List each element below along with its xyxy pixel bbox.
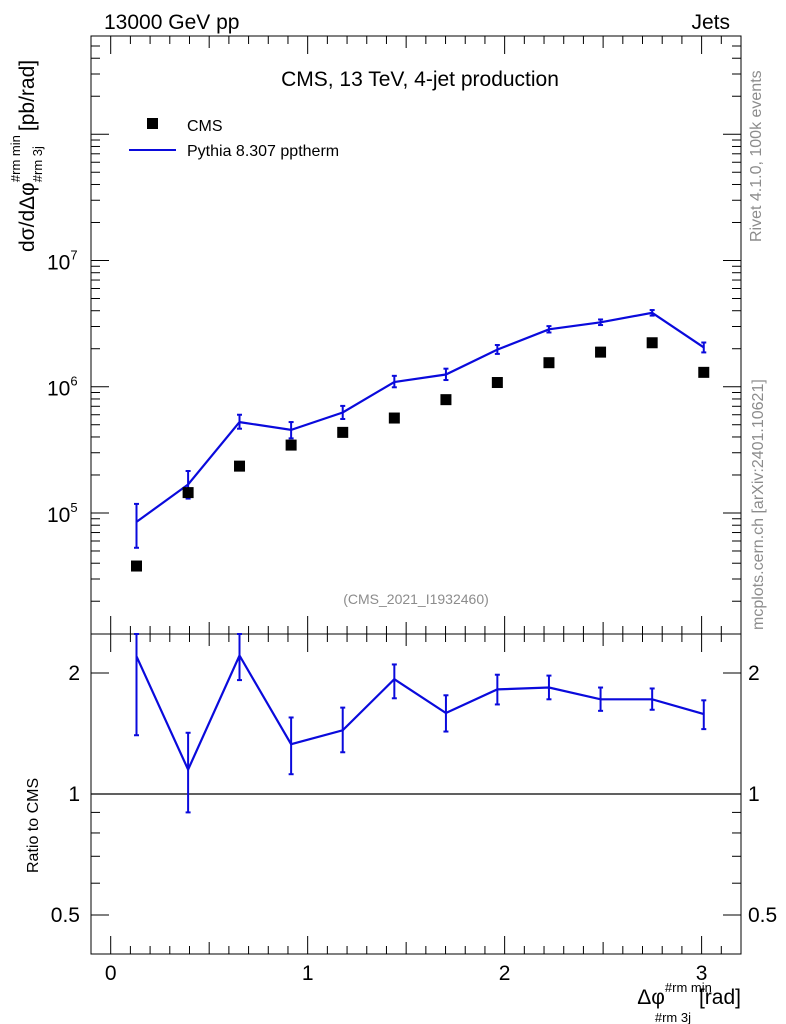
legend-cms-label: CMS	[187, 118, 223, 135]
cms-data-point	[131, 560, 142, 572]
cms-data-point	[234, 460, 246, 472]
pythia-line	[135, 311, 705, 523]
x-tick-label: 3	[696, 962, 708, 985]
main-y-tick-mantissa: 10	[47, 378, 70, 401]
ratio-line	[135, 653, 705, 773]
cms-data-point	[491, 377, 503, 389]
x-tick-label: 0	[105, 962, 117, 985]
main-y-axis-title-unit: [pb/rad]	[16, 60, 39, 131]
main-y-tick-label: 107	[47, 247, 78, 274]
cms-data-point	[543, 357, 555, 369]
x-tick-label: 2	[499, 962, 511, 985]
main-y-tick-exponent: 5	[70, 500, 77, 515]
ratio-y-tick-label-right: 0.5	[748, 904, 777, 927]
cms-data-point	[440, 394, 452, 406]
ratio-series-layer	[91, 633, 741, 814]
main-y-axis-title-sub: #rm 3j	[30, 146, 45, 182]
chart-title: CMS, 13 TeV, 4-jet production	[281, 68, 559, 91]
main-y-tick-label: 105	[47, 500, 78, 527]
main-series-layer	[131, 309, 710, 572]
cms-data-point	[182, 487, 194, 499]
header-right: Jets	[691, 11, 730, 34]
x-axis-title-unit: [rad]	[699, 986, 741, 1009]
cms-data-point	[337, 426, 349, 438]
ratio-panel: 0.5 0.5 1 1 2 2 0 1 2 3 Ratio to CMS Δφ#rm min #rm…	[25, 633, 777, 1024]
main-y-axis-title-main: dσ/dΔφ	[16, 182, 39, 252]
x-tick-label: 1	[302, 962, 314, 985]
ratio-tick-labels: 0.5 0.5 1 1 2 2 0 1 2 3	[51, 662, 777, 985]
x-axis-title-sup: #rm min	[665, 980, 712, 995]
side-label-bottom: mcplots.cern.ch [arXiv:2401.10621]	[750, 379, 767, 630]
cms-data-point	[595, 346, 607, 358]
ratio-y-tick-label-right: 2	[748, 662, 760, 685]
ratio-y-tick-label-left: 2	[68, 662, 80, 685]
main-y-tick-mantissa: 10	[47, 504, 70, 527]
main-y-tick-label: 106	[47, 374, 78, 401]
cms-data-point	[698, 366, 710, 378]
main-axis-ticks	[90, 35, 742, 634]
ratio-y-tick-label-left: 1	[68, 783, 80, 806]
main-y-axis-title: dσ/dΔφ#rm 3j #rm min [pb/rad]	[8, 60, 45, 252]
x-axis-title: Δφ#rm min #rm 3j [rad]	[637, 980, 741, 1024]
cms-data-point	[646, 337, 658, 349]
legend-pythia-label: Pythia 8.307 pptherm	[187, 143, 339, 160]
legend: CMS Pythia 8.307 pptherm	[129, 118, 339, 160]
legend-cms-marker	[147, 118, 158, 129]
cms-data-point	[285, 439, 297, 451]
main-y-tick-exponent: 7	[70, 247, 77, 262]
ratio-y-axis-title: Ratio to CMS	[25, 778, 42, 873]
ratio-y-tick-label-left: 0.5	[51, 904, 80, 927]
main-y-tick-mantissa: 10	[47, 251, 70, 274]
side-label-top: Rivet 4.1.0, 100k events	[748, 70, 765, 242]
x-axis-title-sub: #rm 3j	[655, 1010, 691, 1024]
cms-data-point	[388, 412, 400, 424]
header-left: 13000 GeV pp	[104, 11, 239, 34]
ratio-axis-ticks	[90, 634, 742, 955]
main-y-axis-title-sup: #rm min	[8, 135, 23, 182]
main-y-tick-exponent: 6	[70, 374, 77, 389]
x-axis-title-main: Δφ	[637, 986, 665, 1009]
chart-watermark: (CMS_2021_I1932460)	[343, 591, 489, 607]
ratio-y-tick-label-right: 1	[748, 783, 760, 806]
